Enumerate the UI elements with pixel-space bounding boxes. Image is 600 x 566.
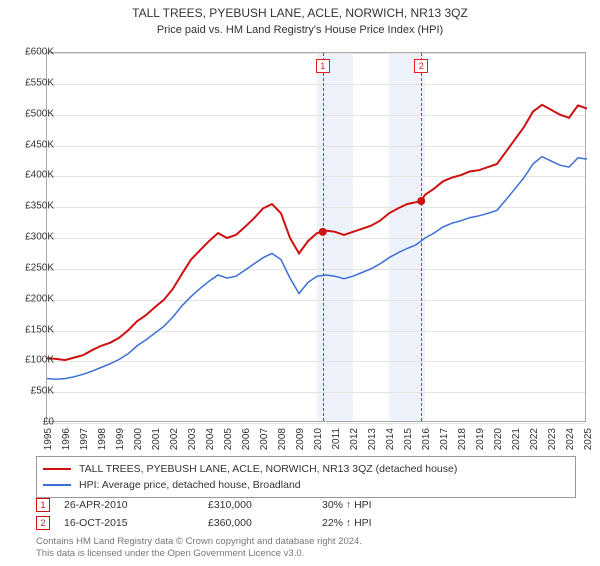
legend-item-property: TALL TREES, PYEBUSH LANE, ACLE, NORWICH,… [43,461,569,477]
x-tick-label: 2008 [277,428,288,450]
sale-diff-2: 22% ↑ HPI [322,517,412,529]
x-tick-label: 2001 [151,428,162,450]
sale-date-1: 26-APR-2010 [64,499,194,511]
x-tick-label: 2018 [457,428,468,450]
sale-date-2: 16-OCT-2015 [64,517,194,529]
series-hpi [47,157,587,380]
chart-container: { "title": "TALL TREES, PYEBUSH LANE, AC… [0,6,600,566]
x-tick-label: 1998 [97,428,108,450]
plot-region: 12 [46,52,586,422]
y-tick-label: £550K [10,77,54,88]
chart-title: TALL TREES, PYEBUSH LANE, ACLE, NORWICH,… [0,6,600,20]
x-tick-label: 2005 [223,428,234,450]
y-tick-label: £200K [10,293,54,304]
y-tick-label: £250K [10,262,54,273]
y-tick-label: £350K [10,201,54,212]
x-tick-label: 2010 [313,428,324,450]
chart-subtitle: Price paid vs. HM Land Registry's House … [0,24,600,36]
sale-marker-2: 2 [36,516,50,530]
y-tick-label: £400K [10,170,54,181]
gridline [47,423,585,424]
x-tick-label: 2002 [169,428,180,450]
footer: Contains HM Land Registry data © Crown c… [36,536,576,560]
y-tick-label: £600K [10,47,54,58]
x-tick-label: 2006 [241,428,252,450]
sale-row-2: 2 16-OCT-2015 £360,000 22% ↑ HPI [36,514,576,532]
x-tick-label: 2003 [187,428,198,450]
y-tick-label: £450K [10,139,54,150]
x-tick-label: 2012 [349,428,360,450]
sale-price-2: £360,000 [208,517,308,529]
sale-point [417,197,425,205]
legend-label-property: TALL TREES, PYEBUSH LANE, ACLE, NORWICH,… [79,463,457,475]
y-tick-label: £0 [10,417,54,428]
sale-marker-1: 1 [36,498,50,512]
y-tick-label: £500K [10,108,54,119]
series-svg [47,53,587,423]
chart-area: 12 1995199619971998199920002001200220032… [46,52,586,422]
x-tick-label: 2020 [493,428,504,450]
x-tick-label: 1995 [43,428,54,450]
y-tick-label: £50K [10,386,54,397]
sale-row-1: 1 26-APR-2010 £310,000 30% ↑ HPI [36,496,576,514]
x-tick-label: 2017 [439,428,450,450]
x-tick-label: 2007 [259,428,270,450]
x-tick-label: 2015 [403,428,414,450]
series-property [47,105,587,360]
legend-swatch-hpi [43,484,71,486]
x-tick-label: 2016 [421,428,432,450]
y-tick-label: £100K [10,355,54,366]
x-tick-label: 2024 [565,428,576,450]
x-tick-label: 1997 [79,428,90,450]
x-tick-label: 2009 [295,428,306,450]
y-tick-label: £300K [10,232,54,243]
x-tick-label: 2004 [205,428,216,450]
x-tick-label: 2011 [331,428,342,450]
y-tick-label: £150K [10,324,54,335]
sale-point [319,228,327,236]
x-tick-label: 2013 [367,428,378,450]
x-tick-label: 2022 [529,428,540,450]
legend: TALL TREES, PYEBUSH LANE, ACLE, NORWICH,… [36,456,576,498]
x-tick-label: 2019 [475,428,486,450]
x-tick-label: 2014 [385,428,396,450]
sales-table: 1 26-APR-2010 £310,000 30% ↑ HPI 2 16-OC… [36,496,576,532]
x-tick-label: 1996 [61,428,72,450]
x-tick-label: 2000 [133,428,144,450]
legend-swatch-property [43,468,71,470]
sale-price-1: £310,000 [208,499,308,511]
legend-label-hpi: HPI: Average price, detached house, Broa… [79,479,301,491]
legend-item-hpi: HPI: Average price, detached house, Broa… [43,477,569,493]
x-tick-label: 2023 [547,428,558,450]
x-tick-label: 2025 [583,428,594,450]
footer-line-1: Contains HM Land Registry data © Crown c… [36,536,576,548]
x-tick-label: 2021 [511,428,522,450]
x-tick-label: 1999 [115,428,126,450]
sale-diff-1: 30% ↑ HPI [322,499,412,511]
footer-line-2: This data is licensed under the Open Gov… [36,548,576,560]
